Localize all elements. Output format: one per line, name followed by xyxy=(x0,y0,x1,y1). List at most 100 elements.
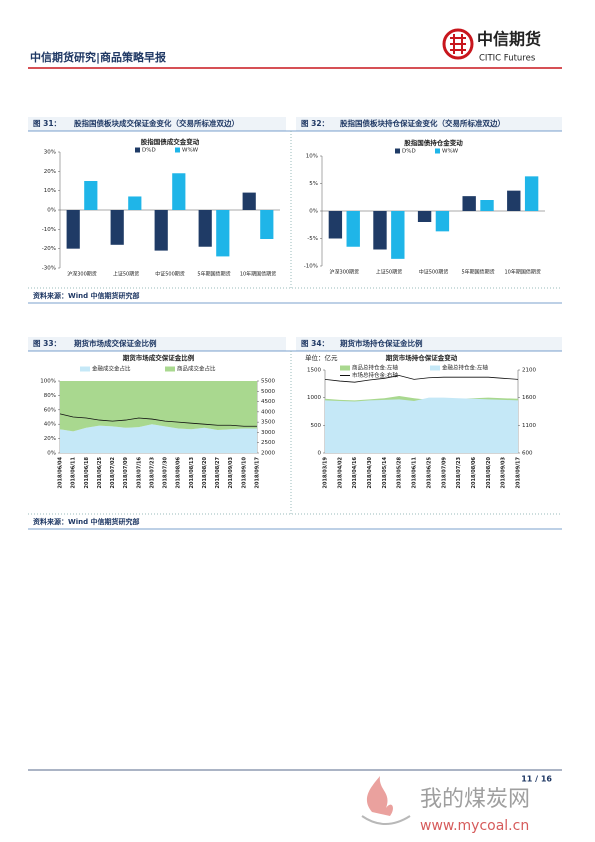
y2-tick-label: 5000 xyxy=(261,389,275,395)
figure-number: 图 33： xyxy=(33,339,61,348)
y-tick-label: 0% xyxy=(309,209,318,215)
bar xyxy=(84,181,98,210)
chart-title: 期货市场成交保证金比例 xyxy=(123,353,195,362)
x-tick-label: 2018/09/03 xyxy=(501,456,507,488)
logo-cn: 中信期货 xyxy=(477,30,541,49)
x-tick-label: 2018/06/25 xyxy=(97,456,103,488)
caption-band xyxy=(296,117,562,131)
y-tick-label: 500 xyxy=(311,423,322,429)
x-tick-label: 10年期国债期货 xyxy=(240,271,276,278)
x-tick-label: 2018/07/23 xyxy=(149,456,155,488)
x-tick-label: 2018/08/20 xyxy=(202,456,208,488)
x-tick-label: 沪深300期货 xyxy=(67,271,97,278)
figure-caption: 期货市场成交保证金比例 xyxy=(74,338,157,348)
y-tick-label: 30% xyxy=(44,150,56,156)
legend-swatch xyxy=(430,365,440,371)
x-tick-label: 2018/08/06 xyxy=(471,456,477,488)
legend-label: 商品成交金占比 xyxy=(177,365,216,373)
line xyxy=(59,413,257,427)
y2-tick-label: 3500 xyxy=(261,420,275,426)
figure-caption: 股指国债板块成交保证金变化（交易所标准双边） xyxy=(74,118,239,128)
x-tick-label: 10年期国债期货 xyxy=(505,269,541,276)
bar xyxy=(391,211,405,259)
x-tick-label: 2018/09/03 xyxy=(228,456,234,488)
x-tick-label: 2018/03/19 xyxy=(323,456,329,488)
bar xyxy=(417,211,432,222)
x-tick-label: 2018/09/10 xyxy=(241,456,247,488)
bar xyxy=(328,211,343,239)
y-tick-label: -20% xyxy=(42,246,56,252)
x-tick-label: 上证50期货 xyxy=(113,271,139,278)
figure-caption: 股指国债板块持仓保证金变化（交易所标准双边） xyxy=(340,118,505,128)
x-tick-label: 2018/09/17 xyxy=(255,456,261,488)
x-tick-label: 2018/05/28 xyxy=(397,456,403,488)
x-tick-label: 2018/06/11 xyxy=(412,456,418,488)
y-tick-label: 10% xyxy=(44,188,56,194)
y-tick-label: -30% xyxy=(42,266,56,272)
watermark-name: 我的煤炭网 xyxy=(420,787,530,812)
x-tick-label: 2018/06/04 xyxy=(58,456,64,488)
x-tick-label: 2018/06/18 xyxy=(84,456,90,488)
x-tick-label: 中证500期货 xyxy=(419,269,449,276)
legend-swatch xyxy=(80,366,90,372)
x-tick-label: 2018/04/30 xyxy=(367,456,373,488)
x-tick-label: 2018/06/11 xyxy=(71,456,77,488)
watermark-url: www.mycoal.cn xyxy=(420,818,529,834)
bar xyxy=(172,173,186,210)
x-tick-label: 2018/06/25 xyxy=(426,456,432,488)
area xyxy=(325,397,518,453)
y2-tick-label: 1100 xyxy=(522,423,536,429)
y-tick-label: -10% xyxy=(42,227,56,233)
y-tick-label: 5% xyxy=(309,181,318,187)
x-tick-label: 5年期国债期货 xyxy=(462,269,495,276)
bar xyxy=(260,210,274,239)
figure-number: 图 31： xyxy=(33,119,61,128)
caption-band xyxy=(28,337,286,351)
bar xyxy=(198,210,212,247)
legend-label: 商品总持仓金:左轴 xyxy=(352,364,398,372)
x-tick-label: 2018/05/14 xyxy=(382,456,388,488)
x-tick-label: 2018/08/13 xyxy=(189,456,195,488)
y-tick-label: 60% xyxy=(44,407,56,413)
y-tick-label: 1000 xyxy=(307,395,321,401)
bar xyxy=(128,196,142,210)
bar xyxy=(507,190,521,211)
x-tick-label: 2018/04/02 xyxy=(337,456,343,488)
x-tick-label: 2018/08/27 xyxy=(215,456,221,488)
y2-tick-label: 4000 xyxy=(261,409,275,415)
caption-band xyxy=(28,117,286,131)
y-tick-label: 40% xyxy=(44,422,56,428)
bar xyxy=(480,200,494,211)
logo-en: CITIC Futures xyxy=(479,54,536,64)
y-tick-label: 0 xyxy=(318,451,322,457)
source-note: 资料来源：Wind 中信期货研究部 xyxy=(33,517,140,526)
figure-caption: 期货市场持仓保证金比例 xyxy=(340,338,423,348)
logo-glyph xyxy=(450,34,466,54)
legend-label: 金融总持仓金:左轴 xyxy=(442,364,488,372)
area xyxy=(60,424,257,453)
watermark-logo xyxy=(366,776,393,816)
legend-swatch xyxy=(435,148,440,154)
source-note: 资料来源：Wind 中信期货研究部 xyxy=(33,291,140,300)
bar xyxy=(346,211,360,247)
x-tick-label: 2018/07/09 xyxy=(123,456,129,488)
legend-label: W%W xyxy=(182,148,199,154)
x-tick-label: 2018/09/17 xyxy=(516,456,522,488)
caption-band xyxy=(296,337,562,351)
logo-mark xyxy=(442,28,474,60)
y-tick-label: -10% xyxy=(304,264,318,270)
y2-tick-label: 3000 xyxy=(261,430,275,436)
legend-swatch xyxy=(165,366,175,372)
x-tick-label: 上证50期货 xyxy=(376,269,402,276)
bar xyxy=(110,210,124,245)
y-tick-label: 20% xyxy=(44,436,56,442)
bar xyxy=(242,192,256,210)
x-tick-label: 2018/07/16 xyxy=(136,456,142,488)
y-tick-label: 20% xyxy=(44,169,56,175)
legend-label: W%W xyxy=(442,149,459,155)
legend-label: D%D xyxy=(142,148,156,154)
legend-swatch xyxy=(135,147,140,153)
x-tick-label: 2018/08/20 xyxy=(486,456,492,488)
